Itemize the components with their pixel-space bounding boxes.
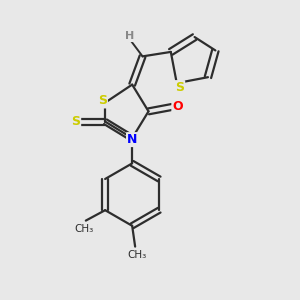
Text: CH₃: CH₃ — [127, 250, 146, 260]
Text: N: N — [127, 133, 137, 146]
Text: O: O — [172, 100, 183, 113]
Text: CH₃: CH₃ — [75, 224, 94, 234]
Text: H: H — [124, 31, 134, 41]
Text: S: S — [71, 115, 80, 128]
Text: S: S — [175, 81, 184, 94]
Text: S: S — [98, 94, 107, 107]
